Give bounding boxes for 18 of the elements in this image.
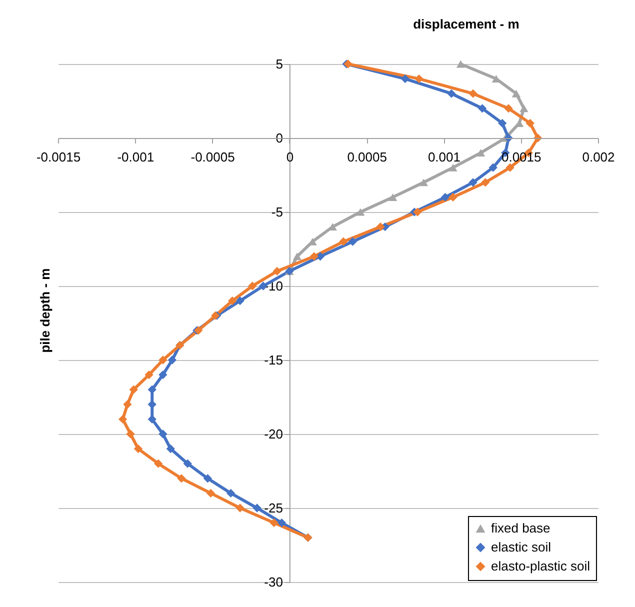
legend-label: fixed base	[491, 520, 550, 536]
x-tick-label: 0.0005	[347, 150, 387, 164]
x-tick-label: 0.001	[428, 150, 460, 164]
x-tick-label: 0	[286, 150, 294, 164]
y-tick-label: -25	[264, 500, 283, 516]
y-axis-title: pile depth - m	[38, 268, 52, 353]
legend-label: elastic soil	[491, 540, 552, 554]
y-tick-label: -20	[264, 426, 283, 442]
legend-label: elasto-plastic soil	[491, 558, 590, 574]
x-tick-label: -0.001	[117, 150, 154, 164]
y-tick-label: 5	[276, 56, 283, 72]
x-tick-label: -0.0005	[190, 150, 235, 164]
x-axis-title: displacement - m	[413, 16, 520, 32]
x-tick-label: 0.002	[582, 150, 615, 164]
y-tick-label: -15	[264, 352, 283, 368]
x-tick-label: -0.0015	[36, 150, 81, 164]
y-tick-label: -5	[271, 204, 283, 220]
y-tick-label: -30	[264, 574, 283, 590]
